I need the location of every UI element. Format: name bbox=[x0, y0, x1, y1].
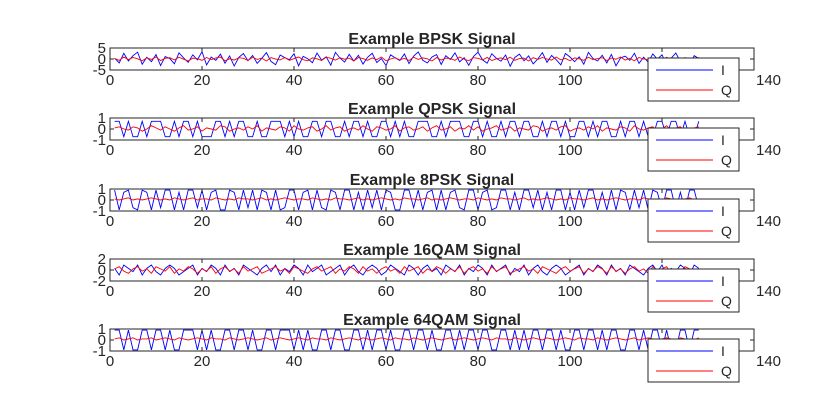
x-tick-label: 0 bbox=[106, 213, 114, 230]
y-tick-label: 0 bbox=[98, 51, 106, 68]
subplot-title: Example 64QAM Signal bbox=[343, 312, 521, 329]
legend-box bbox=[647, 127, 740, 172]
subplot-2: Example 8PSK Signal 0 20 40 60 80 100 140 -101 IQ bbox=[93, 172, 781, 243]
series-line-i bbox=[114, 50, 700, 68]
x-tick-label: 100 bbox=[557, 213, 582, 230]
x-tick-label: 60 bbox=[378, 142, 395, 159]
x-tick-label: 0 bbox=[106, 142, 114, 159]
y-tick-label: 0 bbox=[98, 121, 106, 138]
x-tick-label: 80 bbox=[470, 353, 487, 370]
legend-box bbox=[647, 338, 740, 383]
legend-label: I bbox=[721, 132, 725, 148]
x-tick-label: 40 bbox=[286, 283, 303, 300]
legend-label: Q bbox=[721, 363, 732, 379]
y-tick-label: 1 bbox=[98, 321, 106, 338]
x-tick-label: 140 bbox=[756, 72, 781, 89]
x-tick-label: 60 bbox=[378, 353, 395, 370]
y-tick-label: 0 bbox=[98, 262, 106, 279]
y-tick-label: 2 bbox=[98, 251, 106, 268]
series-line-i bbox=[114, 189, 700, 211]
y-tick-label: -2 bbox=[93, 273, 106, 290]
x-tick-label: 80 bbox=[470, 72, 487, 89]
y-tick-label: 0 bbox=[98, 332, 106, 349]
series-line-q bbox=[114, 266, 700, 274]
y-tick-label: 0 bbox=[98, 192, 106, 209]
legend: IQ bbox=[647, 57, 740, 102]
x-tick-label: 40 bbox=[286, 72, 303, 89]
legend: IQ bbox=[647, 198, 740, 243]
x-tick-label: 20 bbox=[194, 283, 211, 300]
legend-label: I bbox=[721, 203, 725, 219]
subplot-3: Example 16QAM Signal 0 20 40 60 80 100 140 -202 I… bbox=[93, 242, 781, 313]
x-tick-label: 0 bbox=[106, 72, 114, 89]
legend-label: I bbox=[721, 62, 725, 78]
x-tick-label: 20 bbox=[194, 353, 211, 370]
subplot-title: Example QPSK Signal bbox=[348, 101, 516, 118]
x-tick-label: 0 bbox=[106, 283, 114, 300]
series-line-q bbox=[114, 125, 699, 132]
legend: IQ bbox=[647, 127, 740, 172]
subplot-0: Example BPSK Signal 0 20 40 60 80 100 140 -505 IQ bbox=[93, 31, 781, 102]
x-tick-label: 80 bbox=[470, 213, 487, 230]
series-line-q bbox=[114, 337, 699, 341]
x-tick-label: 140 bbox=[756, 213, 781, 230]
legend-label: I bbox=[721, 343, 725, 359]
y-tick-label: -1 bbox=[93, 203, 106, 220]
x-tick-label: 20 bbox=[194, 142, 211, 159]
legend: IQ bbox=[647, 338, 740, 383]
x-tick-label: 40 bbox=[286, 213, 303, 230]
legend: IQ bbox=[647, 268, 740, 313]
x-tick-label: 80 bbox=[470, 142, 487, 159]
y-tick-label: 1 bbox=[98, 181, 106, 198]
legend-label: I bbox=[721, 273, 725, 289]
series-line-i bbox=[114, 119, 700, 139]
subplot-1: Example QPSK Signal 0 20 40 60 80 100 140 -101 IQ bbox=[93, 101, 781, 172]
x-tick-label: 100 bbox=[557, 353, 582, 370]
subplot-4: Example 64QAM Signal 0 20 40 60 80 100 140 -101 I… bbox=[93, 312, 781, 383]
x-tick-label: 100 bbox=[557, 283, 582, 300]
legend-label: Q bbox=[721, 152, 732, 168]
y-tick-label: -5 bbox=[93, 62, 106, 79]
legend-box bbox=[647, 57, 740, 102]
y-tick-label: -1 bbox=[93, 343, 106, 360]
x-tick-label: 100 bbox=[557, 72, 582, 89]
subplot-title: Example 8PSK Signal bbox=[350, 172, 515, 189]
subplot-title: Example BPSK Signal bbox=[348, 31, 515, 48]
x-tick-label: 20 bbox=[194, 72, 211, 89]
legend-label: Q bbox=[721, 293, 732, 309]
x-tick-label: 40 bbox=[286, 142, 303, 159]
series-line-q bbox=[114, 56, 699, 62]
x-tick-label: 20 bbox=[194, 213, 211, 230]
legend-box bbox=[647, 268, 740, 313]
x-tick-label: 80 bbox=[470, 283, 487, 300]
x-tick-label: 140 bbox=[756, 353, 781, 370]
subplot-title: Example 16QAM Signal bbox=[343, 242, 521, 259]
x-tick-label: 60 bbox=[378, 283, 395, 300]
legend-label: Q bbox=[721, 82, 732, 98]
x-tick-label: 60 bbox=[378, 213, 395, 230]
x-tick-label: 60 bbox=[378, 72, 395, 89]
y-tick-label: -1 bbox=[93, 132, 106, 149]
series-line-q bbox=[114, 197, 699, 201]
legend-label: Q bbox=[721, 223, 732, 239]
x-tick-label: 140 bbox=[756, 283, 781, 300]
y-tick-label: 5 bbox=[98, 40, 106, 57]
y-tick-label: 1 bbox=[98, 110, 106, 127]
x-tick-label: 100 bbox=[557, 142, 582, 159]
x-tick-label: 0 bbox=[106, 353, 114, 370]
x-tick-label: 140 bbox=[756, 142, 781, 159]
legend-box bbox=[647, 198, 740, 243]
x-tick-label: 40 bbox=[286, 353, 303, 370]
series-line-i bbox=[114, 329, 699, 351]
series-line-i bbox=[114, 264, 700, 276]
